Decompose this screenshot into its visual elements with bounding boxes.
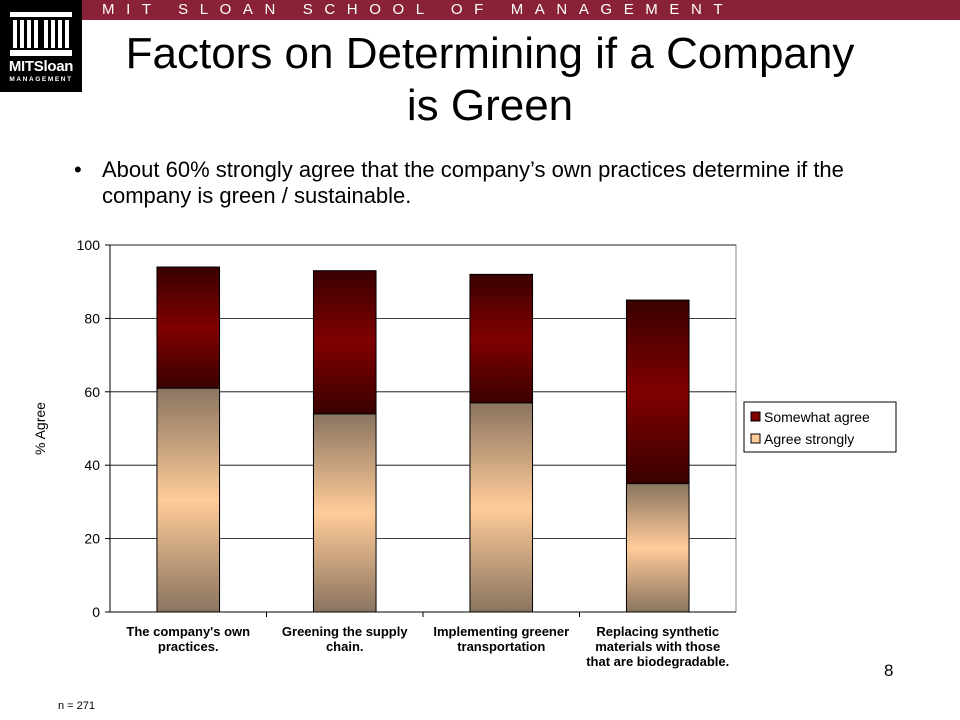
x-tick-label: chain. <box>326 639 364 654</box>
slide-title: Factors on Determining if a Company is G… <box>125 29 855 130</box>
building-columns-icon <box>10 12 72 56</box>
x-tick-label: Implementing greener <box>433 624 569 639</box>
y-tick-label: 0 <box>92 604 100 620</box>
y-tick-label: 80 <box>84 310 100 326</box>
mit-sloan-logo: MITSloan MANAGEMENT <box>0 0 82 92</box>
bar-agree-strongly <box>469 402 534 613</box>
logo-subtext: MANAGEMENT <box>9 76 73 83</box>
bar-somewhat-agree <box>469 273 534 404</box>
bar-agree-strongly <box>156 387 221 613</box>
bar-somewhat-agree <box>312 270 377 415</box>
x-tick-label: The company's own <box>126 624 250 639</box>
logo-wordmark: MITSloan <box>8 58 74 75</box>
legend-swatch <box>750 411 761 422</box>
x-tick-label: Greening the supply <box>282 624 408 639</box>
x-tick-label: Replacing synthetic <box>596 624 719 639</box>
bullet-text: About 60% strongly agree that the compan… <box>102 157 844 208</box>
legend-label: Somewhat agree <box>764 409 870 425</box>
bar-agree-strongly <box>625 483 690 613</box>
x-tick-label: materials with those <box>595 639 720 654</box>
school-name: MIT SLOAN SCHOOL OF MANAGEMENT <box>102 1 735 18</box>
x-tick-label: that are biodegradable. <box>586 654 729 669</box>
x-tick-label: transportation <box>457 639 545 654</box>
y-tick-label: 40 <box>84 457 100 473</box>
bar-agree-strongly <box>312 413 377 613</box>
y-tick-label: 100 <box>77 237 101 253</box>
legend-swatch <box>750 433 761 444</box>
legend-label: Agree strongly <box>764 431 854 447</box>
y-tick-label: 60 <box>84 384 100 400</box>
bar-somewhat-agree <box>625 299 690 485</box>
bar-somewhat-agree <box>156 266 221 389</box>
legend <box>743 401 897 453</box>
sample-size-note: n = 271 <box>58 700 96 712</box>
page-number: 8 <box>884 661 894 680</box>
header-bar: MIT SLOAN SCHOOL OF MANAGEMENT <box>0 0 960 20</box>
x-tick-label: practices. <box>158 639 219 654</box>
bullet-dot-icon: • <box>74 157 82 182</box>
y-axis-label: % Agree <box>32 402 48 455</box>
y-tick-label: 20 <box>84 531 100 547</box>
